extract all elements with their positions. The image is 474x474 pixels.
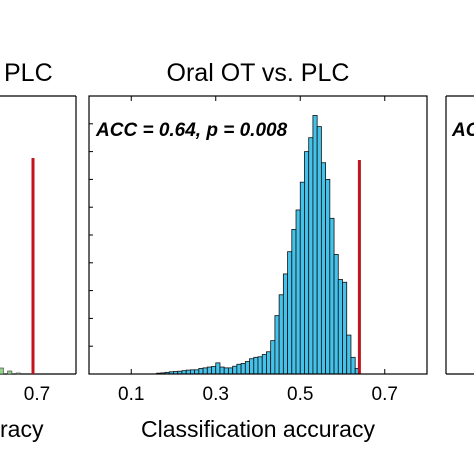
histogram-bar <box>287 251 293 375</box>
histogram-bar <box>350 356 356 375</box>
histogram-bar <box>346 334 352 375</box>
histogram-bar <box>299 181 305 375</box>
center-panel-annotation: ACC = 0.64, p = 0.008 <box>95 120 288 141</box>
histogram-bar <box>337 279 343 375</box>
center-panel-bars <box>156 115 360 375</box>
left-histogram-bar <box>0 367 4 375</box>
histogram-bar <box>249 358 255 375</box>
histogram-bar <box>278 294 284 375</box>
histogram-bar <box>333 254 339 375</box>
x-tick-label: 0.5 <box>287 384 313 405</box>
histogram-bar <box>261 354 267 375</box>
histogram-bar <box>236 363 242 375</box>
histogram-bar <box>244 361 250 375</box>
left-histogram-bar <box>15 372 21 375</box>
left-panel-title: PLC <box>4 59 53 87</box>
histogram-bar <box>219 366 225 375</box>
histogram-bar <box>189 369 196 375</box>
left-panel-bars <box>0 367 21 375</box>
histogram-bar <box>308 137 314 375</box>
histogram-bar <box>342 281 348 375</box>
histogram-bar <box>240 363 246 375</box>
histogram-bar <box>304 151 310 375</box>
left-panel-x-label: racy <box>0 416 44 442</box>
histogram-bar <box>316 126 322 375</box>
x-tick-label: 0.3 <box>203 384 229 405</box>
left-histogram-bar <box>7 370 13 375</box>
histogram-bar <box>211 366 217 375</box>
histogram-bar <box>198 368 204 375</box>
center-panel-x-label: Classification accuracy <box>141 416 375 442</box>
x-tick-label: 0.7 <box>372 384 398 405</box>
histogram-bar <box>266 351 272 375</box>
histogram-bar <box>228 367 234 375</box>
center-panel-title: Oral OT vs. PLC <box>167 59 350 87</box>
histogram-bar <box>206 366 212 375</box>
histogram-bar <box>215 362 221 375</box>
histogram-bar <box>232 365 238 375</box>
left-panel: PLC 0.7 racy <box>0 59 77 442</box>
left-panel-x-tick: 0.7 <box>24 384 50 405</box>
right-panel: AC <box>445 95 474 375</box>
histogram-bar <box>274 315 280 375</box>
histogram-bar <box>253 356 259 375</box>
histogram-bar <box>194 369 200 375</box>
histogram-bar <box>257 356 263 375</box>
center-panel: Oral OT vs. PLC ACC = 0.64, p = 0.008 0.… <box>88 59 428 442</box>
histogram-bar <box>202 367 208 375</box>
histogram-bar <box>295 209 301 375</box>
center-panel-x-tick-labels: 0.1 0.3 0.5 0.7 <box>118 384 398 405</box>
histogram-bar <box>312 115 318 375</box>
histogram-bar <box>325 178 331 375</box>
histogram-bar <box>320 162 327 375</box>
histogram-bar <box>329 217 335 375</box>
right-panel-annotation: AC <box>451 120 474 141</box>
center-panel-frame <box>88 95 428 375</box>
x-tick-label: 0.1 <box>118 384 144 405</box>
histogram-bar <box>270 340 276 375</box>
histogram-bar <box>282 273 288 375</box>
histogram-bar <box>223 367 229 375</box>
histogram-bar <box>291 229 297 375</box>
